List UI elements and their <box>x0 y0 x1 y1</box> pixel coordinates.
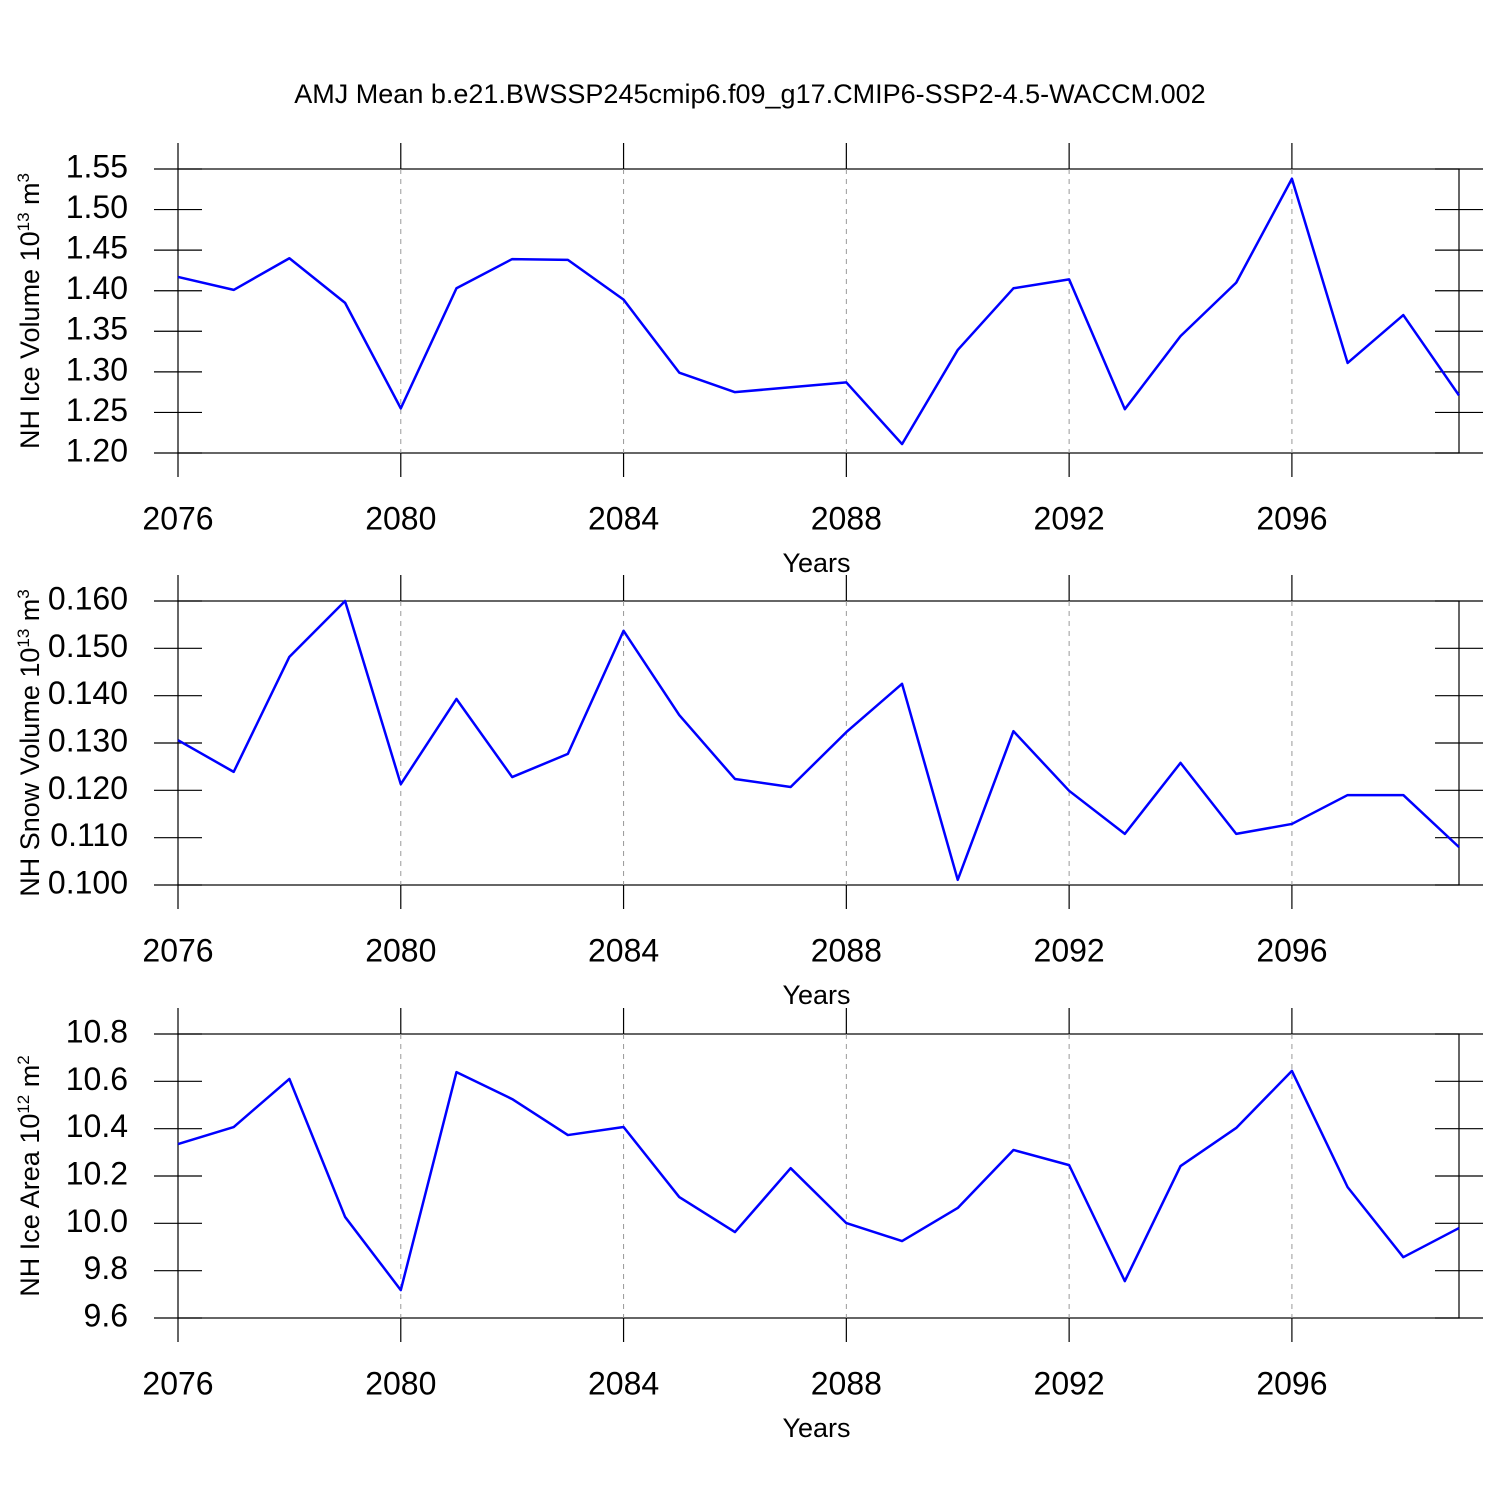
y-tick-label: 1.45 <box>66 230 128 266</box>
x-tick-label: 2080 <box>365 500 436 536</box>
y-tick-label: 1.30 <box>66 351 128 387</box>
y-axis-label-part: NH Ice Volume 10 <box>15 231 45 449</box>
y-tick-label: 10.6 <box>66 1061 128 1097</box>
x-tick-label: 2092 <box>1034 500 1105 536</box>
x-tick-label: 2088 <box>811 1365 882 1401</box>
y-tick-label: 10.0 <box>66 1203 128 1239</box>
y-tick-label: 9.8 <box>84 1250 128 1286</box>
y-axis-label-part: 12 <box>14 1095 33 1114</box>
plot-frame <box>177 1033 1460 1319</box>
x-tick-label: 2096 <box>1256 1365 1327 1401</box>
y-tick-label: 0.110 <box>50 817 128 853</box>
y-tick-label: 10.2 <box>66 1155 128 1191</box>
y-axis-label-part: 3 <box>14 173 33 182</box>
x-axis-label: Years <box>782 548 850 578</box>
y-tick-label: 0.160 <box>48 580 128 616</box>
x-tick-label: 2084 <box>588 500 659 536</box>
y-tick-label: 1.40 <box>66 270 128 306</box>
y-tick-label: 0.100 <box>48 864 128 900</box>
x-tick-label: 2080 <box>365 932 436 968</box>
chart-title: AMJ Mean b.e21.BWSSP245cmip6.f09_g17.CMI… <box>294 79 1205 109</box>
y-axis-label-part: NH Snow Volume 10 <box>15 648 45 897</box>
y-tick-label: 0.150 <box>48 628 128 664</box>
x-tick-label: 2096 <box>1256 500 1327 536</box>
y-axis-label-part: NH Ice Area 10 <box>15 1114 45 1297</box>
x-axis-label: Years <box>782 980 850 1010</box>
y-tick-label: 0.130 <box>48 722 128 758</box>
y-tick-label: 1.25 <box>66 392 128 428</box>
y-tick-label: 1.50 <box>66 189 128 225</box>
x-tick-label: 2092 <box>1034 1365 1105 1401</box>
x-tick-label: 2076 <box>142 1365 213 1401</box>
data-line <box>177 599 1460 882</box>
data-line <box>177 177 1461 446</box>
x-tick-label: 2084 <box>588 932 659 968</box>
y-axis-label-part: m <box>15 1065 45 1095</box>
y-axis-label-part: 3 <box>14 589 33 598</box>
x-tick-label: 2092 <box>1034 932 1105 968</box>
plot-frame <box>177 600 1460 886</box>
data-line <box>177 1069 1460 1292</box>
y-tick-label: 0.120 <box>48 770 128 806</box>
y-axis-label-part: 13 <box>14 629 33 648</box>
y-tick-label: 1.35 <box>66 311 128 347</box>
x-tick-label: 2088 <box>811 932 882 968</box>
x-tick-label: 2080 <box>365 1365 436 1401</box>
y-tick-label: 0.140 <box>48 675 128 711</box>
x-tick-label: 2088 <box>811 500 882 536</box>
y-axis-label-part: m <box>15 599 45 629</box>
y-axis-label-part: 13 <box>14 212 33 231</box>
y-tick-label: 1.55 <box>66 148 128 184</box>
plot-frame <box>177 168 1460 454</box>
y-axis-label: NH Snow Volume 1013 m3 <box>14 589 45 897</box>
x-tick-label: 2076 <box>142 500 213 536</box>
y-tick-label: 10.4 <box>66 1108 128 1144</box>
x-axis-label: Years <box>782 1413 850 1443</box>
x-tick-label: 2096 <box>1256 932 1327 968</box>
y-axis-label: NH Ice Volume 1013 m3 <box>14 173 45 449</box>
y-tick-label: 10.8 <box>66 1013 128 1049</box>
x-tick-label: 2084 <box>588 1365 659 1401</box>
y-axis-label: NH Ice Area 1012 m2 <box>14 1055 45 1296</box>
y-tick-label: 1.20 <box>66 432 128 468</box>
x-tick-label: 2076 <box>142 932 213 968</box>
y-tick-label: 9.6 <box>84 1297 128 1333</box>
y-axis-label-part: m <box>15 182 45 212</box>
y-axis-label-part: 2 <box>14 1055 33 1064</box>
